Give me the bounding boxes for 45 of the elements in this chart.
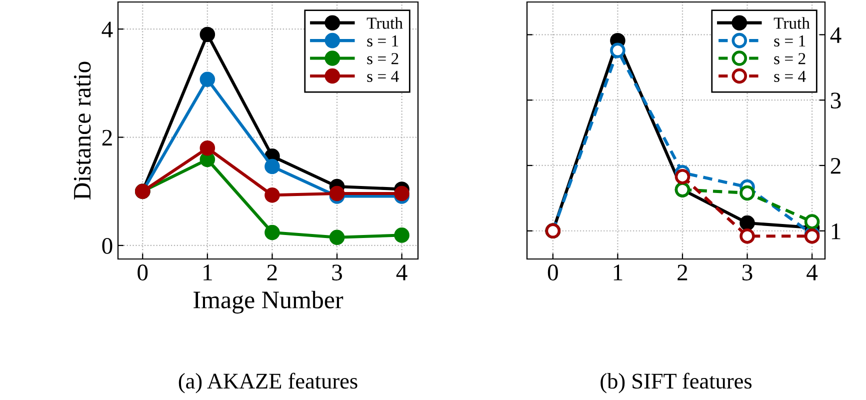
x-tick-label: 4 (396, 264, 408, 280)
point (200, 72, 216, 88)
point (264, 158, 280, 174)
point (329, 230, 345, 245)
point (394, 228, 410, 243)
point (200, 26, 216, 42)
x-tick-label: 2 (267, 264, 277, 280)
point (264, 224, 280, 240)
text: (b) SIFT features (600, 372, 752, 394)
legend-label: Truth (774, 17, 810, 29)
legend-label: s = 1 (774, 35, 806, 47)
point (200, 140, 216, 156)
y-tick-label: 0 (102, 238, 112, 254)
y-tick-label: 2 (102, 130, 112, 146)
legend-label: s = 2 (774, 53, 806, 64)
point (394, 186, 410, 202)
x-tick-label: 3 (742, 264, 752, 280)
y-axis-title: Distance ratio (74, 62, 91, 200)
y-tick-label: 4 (102, 22, 113, 38)
x-tick-label: 0 (138, 264, 148, 280)
y-tick-label: 2 (830, 158, 840, 174)
x-tick-label: 4 (806, 264, 818, 280)
point (740, 185, 755, 201)
legend-label: Truth (366, 17, 403, 29)
legend-label: s = 1 (367, 35, 398, 47)
point (740, 228, 755, 244)
x-tick-label: 1 (614, 264, 622, 280)
x-tick-label: 2 (678, 264, 688, 280)
text: (a) AKAZE features (178, 372, 358, 394)
y-tick-label: 4 (830, 27, 842, 43)
point (610, 42, 626, 58)
x-tick-label: 3 (332, 264, 342, 280)
x-tick-label: 1 (204, 264, 212, 280)
point (740, 215, 755, 231)
y-tick-label: 1 (832, 223, 840, 240)
point (674, 168, 690, 184)
x-axis-title: Image Number (194, 290, 344, 314)
legend-label: s = 4 (367, 70, 399, 82)
legend-label: s = 4 (774, 70, 806, 82)
x-tick-label: 0 (548, 264, 558, 280)
point (329, 186, 345, 202)
point (804, 214, 820, 230)
legend-label: s = 2 (367, 53, 398, 64)
point (264, 188, 280, 203)
y-tick-label: 3 (830, 92, 841, 109)
